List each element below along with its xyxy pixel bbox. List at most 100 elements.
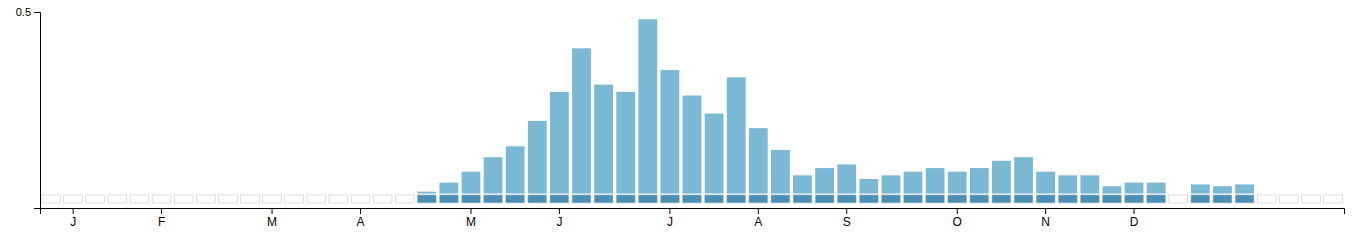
presence-cell bbox=[263, 195, 282, 203]
bar bbox=[174, 193, 193, 194]
presence-cell bbox=[64, 195, 83, 203]
presence-cell bbox=[859, 195, 878, 203]
x-tick-mark bbox=[1134, 208, 1135, 214]
presence-cell bbox=[152, 195, 171, 203]
bar bbox=[218, 193, 237, 194]
bar bbox=[1235, 184, 1254, 193]
bar bbox=[241, 193, 260, 194]
bar bbox=[1191, 184, 1210, 193]
bar bbox=[263, 193, 282, 194]
presence-cell bbox=[439, 195, 458, 203]
bar bbox=[108, 193, 127, 194]
presence-cell bbox=[616, 195, 635, 203]
x-tick-label: S bbox=[843, 215, 851, 229]
chart: JFMAMJJASOND0.5 bbox=[0, 0, 1358, 236]
presence-cell bbox=[130, 195, 149, 203]
presence-cell bbox=[749, 195, 768, 203]
y-axis: 0.5 bbox=[16, 6, 41, 208]
presence-cell bbox=[218, 195, 237, 203]
bar bbox=[42, 193, 61, 194]
bar bbox=[926, 168, 945, 193]
presence-cell bbox=[815, 195, 834, 203]
x-tick-mark bbox=[161, 208, 162, 214]
x-tick: J bbox=[556, 208, 562, 229]
x-tick-mark bbox=[669, 208, 670, 214]
bar bbox=[749, 128, 768, 193]
y-tick-mark bbox=[34, 12, 40, 13]
presence-cell bbox=[1191, 195, 1210, 203]
presence-cell bbox=[1036, 195, 1055, 203]
presence-cell bbox=[683, 195, 702, 203]
presence-cell bbox=[837, 195, 856, 203]
x-tick-mark bbox=[73, 208, 74, 214]
presence-cell bbox=[484, 195, 503, 203]
x-tick: O bbox=[953, 208, 962, 229]
plot: JFMAMJJASOND0.5 bbox=[16, 6, 1345, 229]
presence-cell bbox=[108, 195, 127, 203]
bar bbox=[1036, 172, 1055, 194]
x-tick: J bbox=[70, 208, 76, 229]
presence-cell bbox=[1014, 195, 1033, 203]
bar bbox=[1147, 183, 1166, 194]
bar bbox=[528, 121, 547, 194]
presence-cell bbox=[1103, 195, 1122, 203]
bar bbox=[638, 19, 657, 193]
presence-cell bbox=[793, 195, 812, 203]
bar bbox=[285, 193, 304, 194]
bar bbox=[351, 193, 370, 194]
x-tick: J bbox=[667, 208, 673, 229]
presence-cell bbox=[661, 195, 680, 203]
bar bbox=[1014, 157, 1033, 193]
x-tick: D bbox=[1130, 208, 1139, 229]
presence-cell bbox=[1125, 195, 1144, 203]
presence-cell bbox=[550, 195, 569, 203]
x-tick: A bbox=[754, 208, 762, 229]
y-axis-line bbox=[34, 13, 41, 209]
x-tick: M bbox=[267, 208, 277, 229]
bar bbox=[1213, 186, 1232, 193]
presence-cell bbox=[1301, 195, 1320, 203]
presence-cell bbox=[705, 195, 724, 203]
x-axis: JFMAMJJASOND bbox=[41, 208, 1345, 229]
bar bbox=[1301, 193, 1320, 194]
x-tick: F bbox=[158, 208, 165, 229]
bar bbox=[1324, 193, 1343, 194]
bar bbox=[1103, 186, 1122, 193]
presence-cell bbox=[970, 195, 989, 203]
x-tick: A bbox=[356, 208, 364, 229]
x-tick-mark bbox=[758, 208, 759, 214]
presence-cell bbox=[462, 195, 481, 203]
bar bbox=[395, 193, 414, 194]
bar bbox=[506, 146, 525, 193]
x-tick-label: A bbox=[754, 215, 762, 229]
bar bbox=[661, 70, 680, 193]
presence-cell bbox=[992, 195, 1011, 203]
x-tick-mark bbox=[272, 208, 273, 214]
bar bbox=[727, 77, 746, 193]
bar bbox=[793, 175, 812, 193]
bar bbox=[882, 175, 901, 193]
presence-cell bbox=[241, 195, 260, 203]
presence-cell bbox=[926, 195, 945, 203]
bar bbox=[196, 193, 215, 194]
presence-cell bbox=[1257, 195, 1276, 203]
bar bbox=[616, 92, 635, 194]
bar bbox=[859, 179, 878, 194]
presence-cell bbox=[882, 195, 901, 203]
presence-cell bbox=[351, 195, 370, 203]
presence-cell bbox=[771, 195, 790, 203]
presence-cell bbox=[904, 195, 923, 203]
x-tick-mark bbox=[846, 208, 847, 214]
presence-cell bbox=[86, 195, 105, 203]
bar bbox=[992, 161, 1011, 194]
presence-cell bbox=[42, 195, 61, 203]
bar bbox=[329, 193, 348, 194]
y-tick: 0.5 bbox=[16, 6, 40, 18]
bar bbox=[462, 172, 481, 194]
bar bbox=[970, 168, 989, 193]
bar bbox=[572, 48, 591, 193]
bar bbox=[417, 192, 436, 194]
bar bbox=[1169, 193, 1188, 194]
bar bbox=[439, 183, 458, 194]
bar bbox=[130, 193, 149, 194]
